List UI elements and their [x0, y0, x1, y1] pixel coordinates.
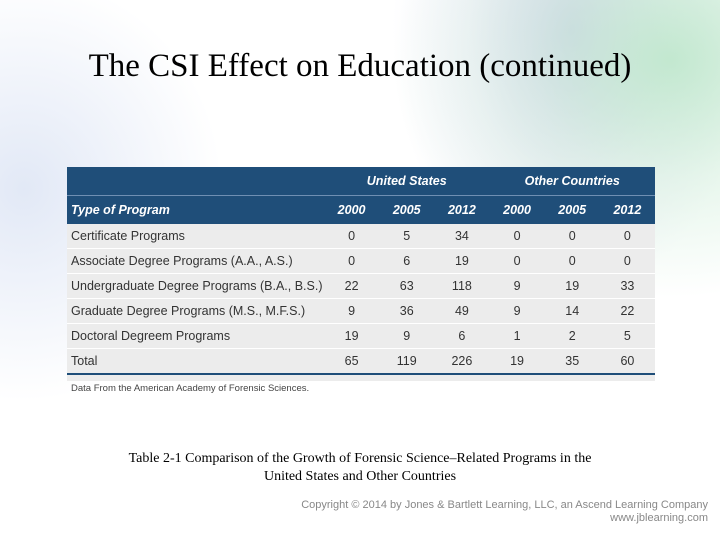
table-cell: 0	[489, 224, 545, 249]
table-row: Undergraduate Degree Programs (B.A., B.S…	[67, 273, 655, 299]
table-cell: 5	[599, 323, 655, 349]
table-source-note: Data From the American Academy of Forens…	[71, 383, 310, 394]
table-cell: 22	[324, 273, 380, 299]
column-header: 2012	[599, 195, 655, 224]
table-cell: 0	[324, 224, 380, 249]
table-cell: 9	[489, 273, 545, 299]
table-cell: 49	[434, 298, 490, 324]
table-cell: 63	[379, 273, 435, 299]
table-cell: 0	[544, 248, 600, 274]
table-cell: 9	[489, 298, 545, 324]
data-table-container: United States Other Countries Type of Pr…	[67, 167, 655, 394]
table-cell: 35	[544, 348, 600, 375]
table-cell: 6	[434, 323, 490, 349]
total-row: Total 65 119 226 19 35 60	[67, 348, 655, 375]
group-header-us: United States	[324, 167, 490, 196]
table-cell: 119	[379, 348, 435, 375]
table-cell: 60	[599, 348, 655, 375]
table-cell: 9	[379, 323, 435, 349]
table-cell: 6	[379, 248, 435, 274]
table-cell: 0	[544, 224, 600, 249]
table-cell: 34	[434, 224, 490, 249]
column-header: 2000	[324, 195, 380, 224]
column-header-row: Type of Program 2000 2005 2012 2000 2005…	[67, 195, 655, 224]
table-cell: 22	[599, 298, 655, 324]
slide-title: The CSI Effect on Education (continued)	[88, 48, 632, 84]
row-label: Total	[67, 348, 324, 375]
table-cell: 5	[379, 224, 435, 249]
table-cell: 226	[434, 348, 490, 375]
row-label: Undergraduate Degree Programs (B.A., B.S…	[67, 273, 324, 299]
table-cell: 19	[489, 348, 545, 375]
table-cell: 9	[324, 298, 380, 324]
program-growth-table: United States Other Countries Type of Pr…	[67, 167, 655, 375]
copyright-text: Copyright © 2014 by Jones & Bartlett Lea…	[301, 499, 708, 511]
table-cell: 0	[599, 224, 655, 249]
column-header: 2012	[434, 195, 490, 224]
table-cell: 2	[544, 323, 600, 349]
caption-line: Table 2-1 Comparison of the Growth of Fo…	[128, 451, 592, 466]
group-header-other: Other Countries	[489, 167, 655, 196]
publisher-url: www.jblearning.com	[610, 512, 708, 524]
row-label: Graduate Degree Programs (M.S., M.F.S.)	[67, 298, 324, 324]
table-row: Associate Degree Programs (A.A., A.S.) 0…	[67, 248, 655, 274]
table-cell: 33	[599, 273, 655, 299]
column-header: Type of Program	[67, 195, 324, 224]
column-header: 2005	[544, 195, 600, 224]
column-header: 2000	[489, 195, 545, 224]
table-cell: 19	[324, 323, 380, 349]
table-cell: 0	[489, 248, 545, 274]
column-header: 2005	[379, 195, 435, 224]
table-cell: 0	[599, 248, 655, 274]
table-cell: 1	[489, 323, 545, 349]
group-header-empty	[67, 167, 324, 196]
table-cell: 14	[544, 298, 600, 324]
table-cell: 19	[434, 248, 490, 274]
row-label: Doctoral Degreem Programs	[67, 323, 324, 349]
row-label: Certificate Programs	[67, 224, 324, 249]
table-cell: 0	[324, 248, 380, 274]
table-cell: 118	[434, 273, 490, 299]
table-cell: 36	[379, 298, 435, 324]
table-row: Certificate Programs 0 5 34 0 0 0	[67, 224, 655, 249]
table-row: Doctoral Degreem Programs 19 9 6 1 2 5	[67, 323, 655, 349]
row-label: Associate Degree Programs (A.A., A.S.)	[67, 248, 324, 274]
caption-line: United States and Other Countries	[263, 469, 457, 484]
table-cell: 65	[324, 348, 380, 375]
table-cell: 19	[544, 273, 600, 299]
group-header-row: United States Other Countries	[67, 167, 655, 196]
table-row: Graduate Degree Programs (M.S., M.F.S.) …	[67, 298, 655, 324]
copyright-notice: Copyright © 2014 by Jones & Bartlett Lea…	[301, 499, 708, 525]
table-caption: Table 2-1 Comparison of the Growth of Fo…	[60, 450, 660, 486]
